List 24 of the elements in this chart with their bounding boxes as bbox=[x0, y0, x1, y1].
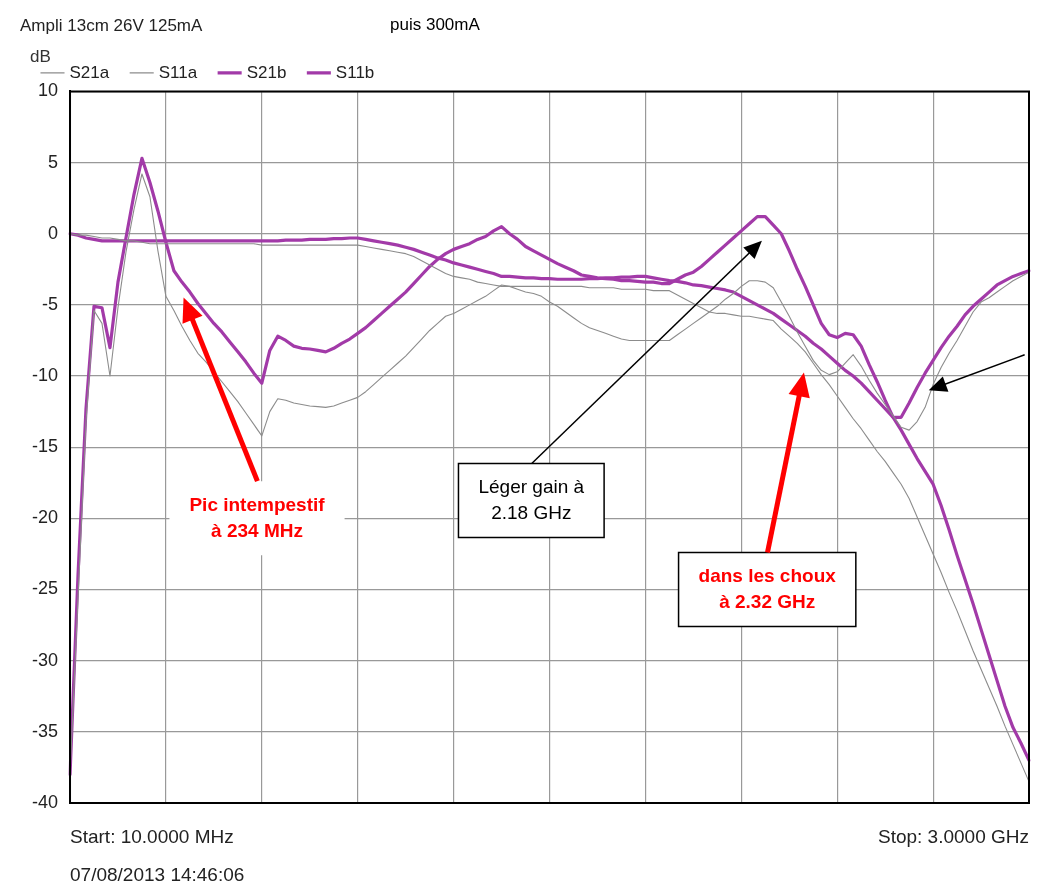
y-tick-label: 0 bbox=[48, 222, 59, 243]
chart-title: Ampli 13cm 26V 125mA bbox=[20, 15, 204, 35]
y-tick-label: -25 bbox=[32, 578, 59, 599]
y-tick-label: -10 bbox=[32, 365, 59, 386]
y-tick-label: 10 bbox=[37, 80, 59, 101]
y-tick-label: -20 bbox=[32, 507, 59, 528]
y-tick-label: -40 bbox=[32, 791, 59, 812]
legend-label: S11b bbox=[335, 62, 375, 82]
annotation: Pic intempestif à 234 MHz bbox=[189, 493, 326, 541]
y-tick-label: -35 bbox=[32, 720, 59, 741]
text: Stop: 3.0000 GHz bbox=[877, 826, 1029, 847]
chart-subtitle: puis 300mA bbox=[390, 15, 481, 34]
legend-label: S21a bbox=[69, 62, 110, 82]
legend-label: S11a bbox=[158, 62, 198, 82]
y-tick-label: -30 bbox=[32, 649, 59, 670]
y-tick-label: 5 bbox=[48, 151, 59, 172]
annotation: Léger gain à 2.18 GHz bbox=[478, 475, 585, 523]
y-axis-title: dB bbox=[30, 47, 51, 66]
y-tick-label: -15 bbox=[32, 436, 59, 457]
legend-label: S21b bbox=[246, 62, 287, 82]
y-tick-label: -5 bbox=[42, 293, 59, 314]
text: Start: 10.0000 MHz bbox=[70, 826, 234, 847]
text: 07/08/2013 14:46:06 bbox=[70, 864, 245, 883]
annotation: dans les choux à 2.32 GHz bbox=[698, 564, 837, 612]
